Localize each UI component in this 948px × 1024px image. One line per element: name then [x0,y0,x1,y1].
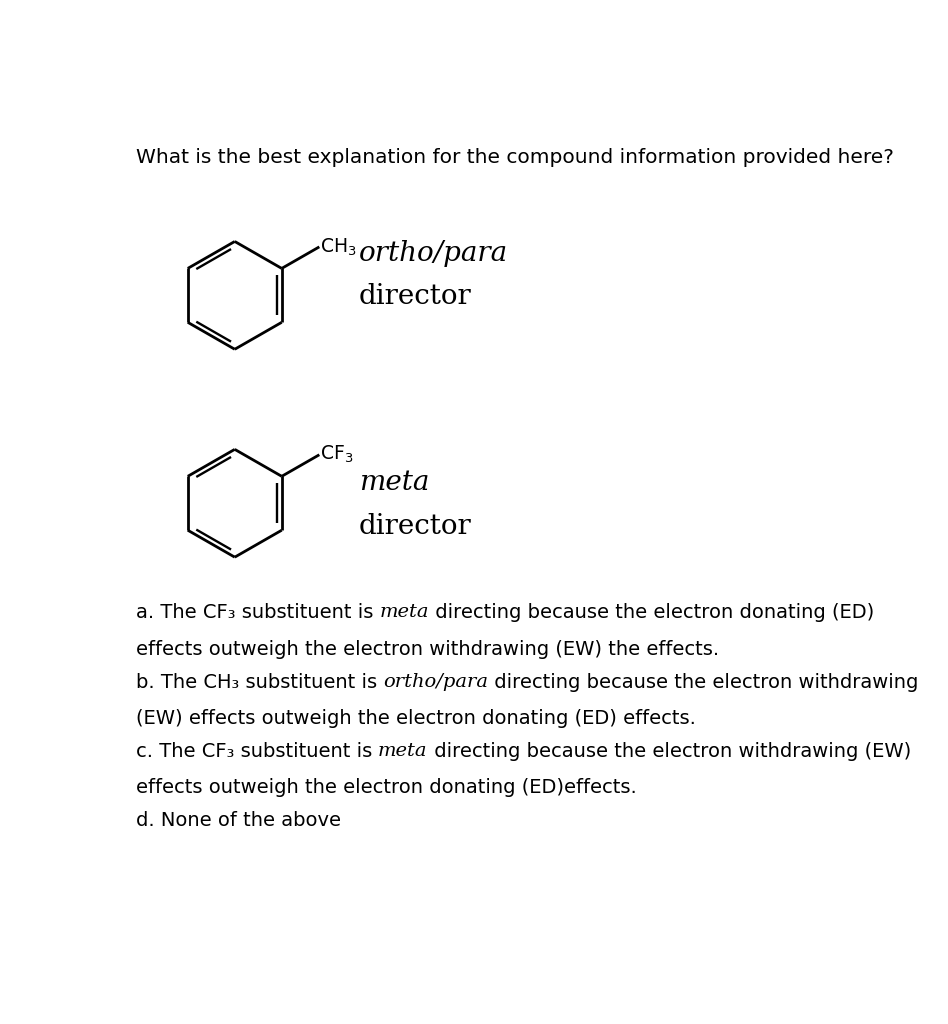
Text: director: director [358,284,471,310]
Text: directing because the electron donating (ED): directing because the electron donating … [428,603,874,623]
Text: c. The CF₃ substituent is: c. The CF₃ substituent is [136,742,378,761]
Text: (EW) effects outweigh the electron donating (ED) effects.: (EW) effects outweigh the electron donat… [136,709,696,728]
Text: effects outweigh the electron withdrawing (EW) the effects.: effects outweigh the electron withdrawin… [136,640,719,658]
Text: effects outweigh the electron donating (ED)effects.: effects outweigh the electron donating (… [136,778,636,797]
Text: b. The CH₃ substituent is: b. The CH₃ substituent is [136,673,383,691]
Text: What is the best explanation for the compound information provided here?: What is the best explanation for the com… [136,147,893,167]
Text: director: director [358,513,471,540]
Text: meta: meta [358,469,429,496]
Text: a. The CF₃ substituent is: a. The CF₃ substituent is [136,603,379,623]
Text: directing because the electron withdrawing (EW): directing because the electron withdrawi… [428,742,911,761]
Text: meta: meta [378,742,428,760]
Text: directing because the electron withdrawing: directing because the electron withdrawi… [488,673,919,691]
Text: CH$_3$: CH$_3$ [320,237,356,257]
Text: ortho/para: ortho/para [358,240,508,266]
Text: ortho/para: ortho/para [383,673,488,690]
Text: meta: meta [379,603,428,622]
Text: d. None of the above: d. None of the above [136,811,340,830]
Text: CF$_3$: CF$_3$ [320,444,354,465]
